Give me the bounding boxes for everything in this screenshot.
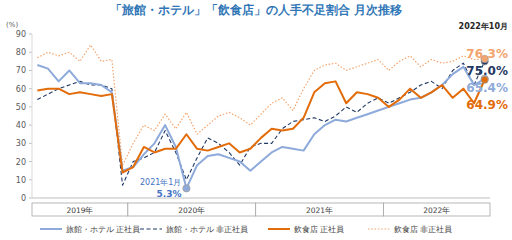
point-marker bbox=[183, 185, 190, 192]
x-axis-line bbox=[32, 198, 490, 199]
data-label: 64.9% bbox=[466, 98, 508, 112]
y-tick-label: 70 bbox=[16, 66, 26, 75]
year-band bbox=[256, 203, 384, 216]
legend-label: 旅館・ホテル 正社員 bbox=[66, 225, 140, 234]
y-tick-label: 40 bbox=[16, 121, 26, 130]
y-tick-label: 50 bbox=[16, 103, 26, 112]
legend-swatch bbox=[140, 228, 162, 229]
series-line bbox=[37, 65, 484, 188]
year-band bbox=[383, 203, 490, 216]
x-tick-label: 2022年 bbox=[423, 206, 450, 215]
y-tick-label: 60 bbox=[16, 85, 26, 94]
series-line bbox=[37, 61, 484, 185]
x-tick-label: 2019年 bbox=[66, 206, 93, 215]
y-axis-line bbox=[32, 34, 33, 198]
y-tick-label: 90 bbox=[16, 30, 26, 39]
legend-label: 旅館・ホテル 非正社員 bbox=[166, 225, 248, 234]
data-label: 65.4% bbox=[466, 81, 508, 95]
y-tick-label: 30 bbox=[16, 139, 26, 148]
x-tick-label: 2020年 bbox=[178, 206, 205, 215]
y-tick-label: 20 bbox=[16, 158, 26, 167]
y-tick-label: 80 bbox=[16, 48, 26, 57]
plot-area bbox=[37, 45, 488, 192]
data-label: 75.0% bbox=[466, 64, 508, 78]
title: 「旅館・ホテル」「飲食店」の人手不足割合 月次推移 bbox=[110, 3, 402, 17]
data-label: 5.3% bbox=[156, 189, 181, 199]
x-tick-label: 2021年 bbox=[306, 206, 333, 215]
legend-swatch bbox=[268, 228, 290, 230]
series-line bbox=[37, 80, 484, 173]
legend-label: 飲食店 非正社員 bbox=[394, 225, 452, 234]
year-band bbox=[32, 203, 128, 216]
y-axis-label: (%) bbox=[6, 21, 18, 29]
y-tick-label: 0 bbox=[21, 194, 26, 203]
y-tick-label: 10 bbox=[16, 176, 26, 185]
data-label: 76.3% bbox=[466, 47, 508, 61]
annotation: 2022年10月 bbox=[459, 22, 508, 31]
legend-label: 飲食店 正社員 bbox=[294, 225, 344, 234]
chart: 「旅館・ホテル」「飲食店」の人手不足割合 月次推移 (%) 0 10 20 30 40 50 6… bbox=[0, 0, 512, 240]
annotation: 2021年1月 bbox=[140, 178, 181, 187]
year-band bbox=[128, 203, 256, 216]
series-line bbox=[37, 45, 484, 165]
legend-swatch bbox=[368, 228, 390, 229]
legend-swatch bbox=[40, 228, 62, 230]
